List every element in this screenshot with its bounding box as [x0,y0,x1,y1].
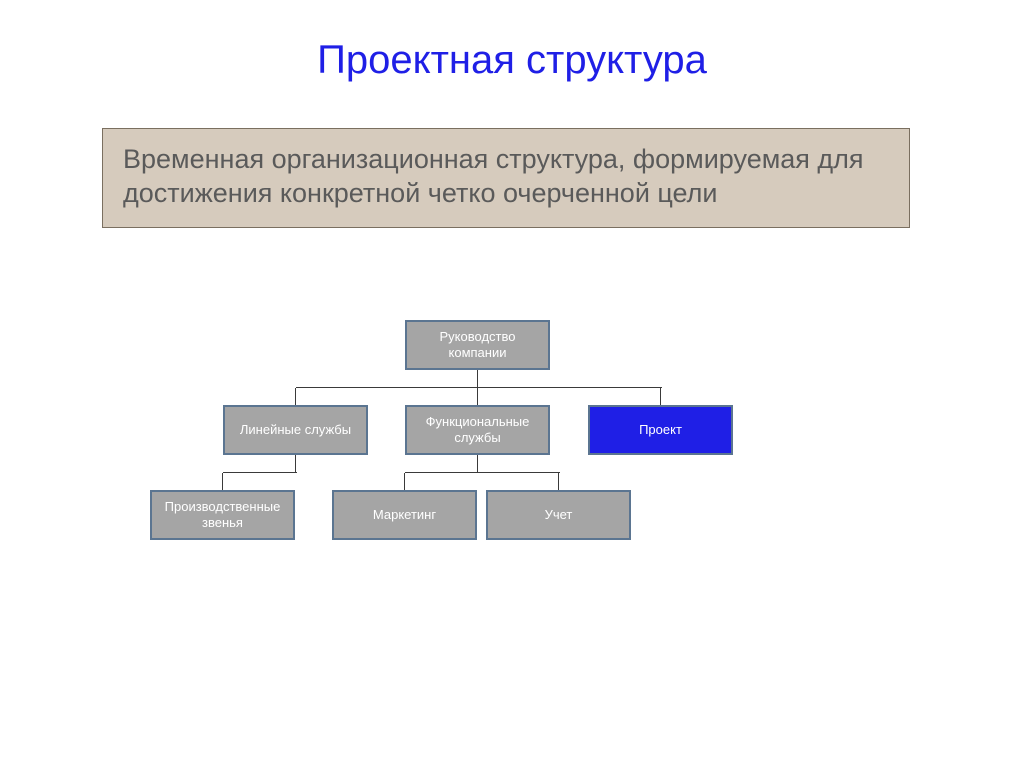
org-chart: Руководство компании Линейные службы Функц… [0,0,1024,767]
connector [404,473,405,491]
node-proj: Проект [588,405,733,455]
node-func: Функциональные службы [405,405,550,455]
connector [660,388,661,406]
connector [477,370,478,388]
connector [405,472,560,473]
connector [296,387,662,388]
node-acct: Учет [486,490,631,540]
node-line: Линейные службы [223,405,368,455]
node-mkt: Маркетинг [332,490,477,540]
connector [223,472,297,473]
connector [477,455,478,473]
slide: Проектная структура Временная организаци… [0,0,1024,767]
connector [295,455,296,473]
node-prod: Производственные звенья [150,490,295,540]
connector [477,388,478,406]
node-root: Руководство компании [405,320,550,370]
connector [222,473,223,491]
connector [295,388,296,406]
connector [558,473,559,491]
